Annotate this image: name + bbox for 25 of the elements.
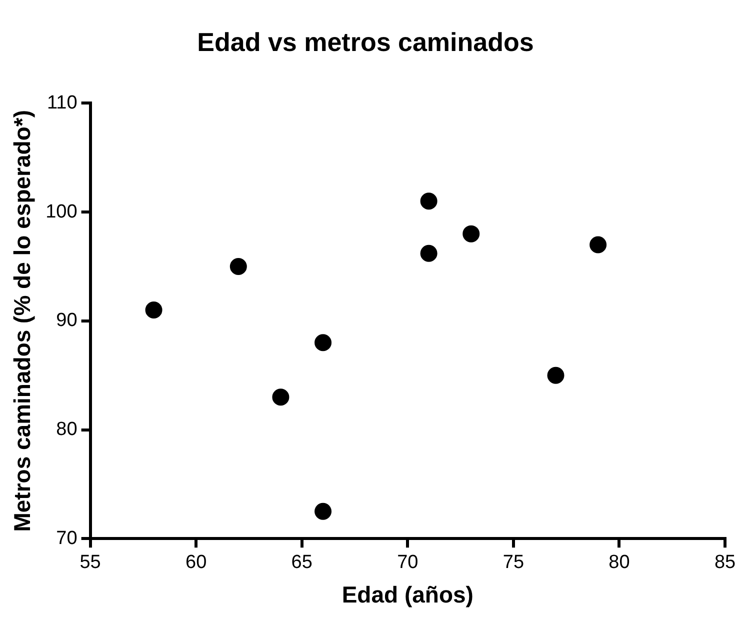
x-tick-label: 80 — [608, 552, 630, 574]
point — [314, 334, 332, 352]
y-tick-label: 80 — [56, 418, 78, 440]
y-tick-label: 100 — [46, 201, 78, 222]
x-tick-label: 65 — [291, 552, 312, 574]
x-tick-label: 75 — [502, 552, 524, 574]
point — [462, 225, 480, 242]
x-tick-label: 70 — [397, 552, 418, 574]
point — [272, 388, 290, 406]
x-axis-title: Edad (años) — [342, 582, 474, 608]
y-axis-title: Metros caminados (% de lo esperado*) — [9, 110, 36, 532]
point — [590, 236, 607, 254]
point — [420, 192, 438, 210]
y-tick-label: 110 — [47, 92, 78, 114]
y-tick-label: 70 — [56, 528, 78, 549]
point — [420, 244, 438, 262]
chart-title: Edad vs metros caminados — [197, 26, 534, 57]
point — [547, 366, 564, 384]
y-tick-label: 90 — [56, 310, 78, 332]
point — [145, 302, 162, 319]
x-tick-label: 60 — [186, 552, 207, 574]
x-tick-label: 85 — [714, 552, 736, 574]
point — [230, 258, 247, 275]
point — [314, 502, 332, 520]
x-tick-label: 55 — [80, 552, 101, 574]
